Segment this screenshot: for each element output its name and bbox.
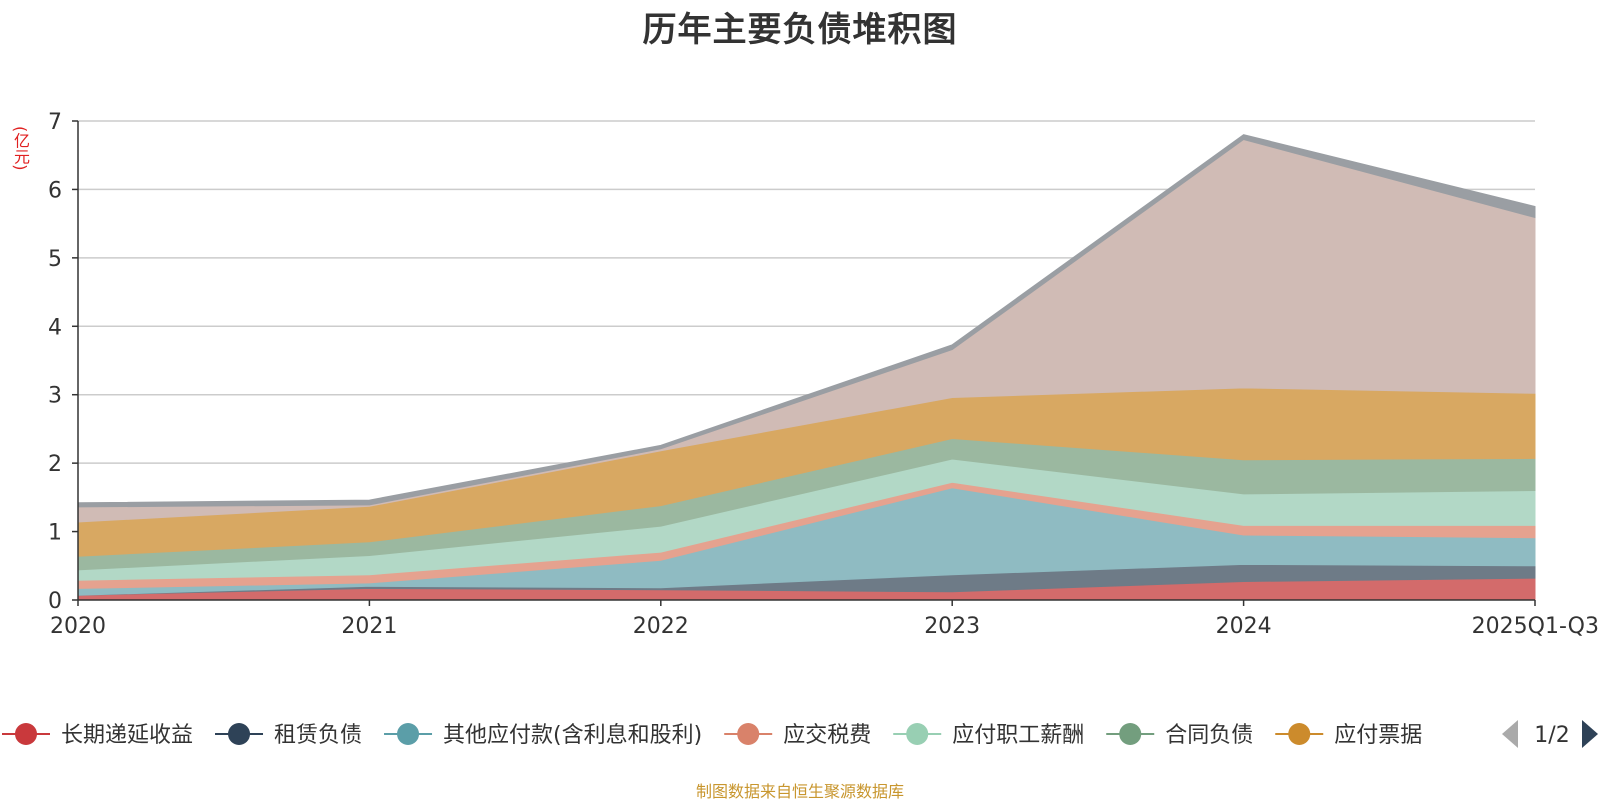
y-tick-label: 2	[48, 452, 62, 477]
legend-circle-marker	[15, 723, 37, 745]
x-tick-label: 2021	[341, 614, 397, 639]
y-tick-label: 7	[48, 110, 62, 135]
x-tick-label: 2022	[633, 614, 689, 639]
legend-items: 长期递延收益 租赁负债 其他应付款(含利息和股利) 应交税费 应付职工薪酬 合同负债 应付票…	[2, 723, 1422, 748]
data-source-note: 制图数据来自恒生聚源数据库	[695, 782, 904, 800]
y-tick-label: 5	[48, 247, 62, 272]
legend-item[interactable]: 其他应付款(含利息和股利)	[384, 723, 702, 748]
x-tick-label: 2023	[924, 614, 980, 639]
legend-item[interactable]: 应付职工薪酬	[893, 723, 1084, 748]
legend-item[interactable]: 应付票据	[1275, 723, 1422, 748]
legend-item[interactable]: 长期递延收益	[2, 723, 193, 748]
y-tick-label: 3	[48, 384, 62, 409]
legend-label: 合同负债	[1165, 723, 1253, 748]
legend-pager: 1/2	[1502, 720, 1598, 748]
pager-next-icon[interactable]	[1582, 720, 1598, 748]
y-axis-unit-label: (亿元)	[11, 125, 30, 171]
y-tick-label: 0	[48, 589, 62, 614]
x-tick-label: 2020	[50, 614, 106, 639]
legend-item[interactable]: 应交税费	[724, 723, 871, 748]
pager-prev-icon[interactable]	[1502, 720, 1518, 748]
legend-label: 应付职工薪酬	[952, 723, 1084, 748]
pager-label: 1/2	[1534, 723, 1569, 748]
legend-circle-marker	[228, 723, 251, 745]
x-tick-label: 2025Q1-Q3	[1472, 614, 1599, 639]
legend-label: 应付票据	[1334, 723, 1422, 748]
y-tick-label: 6	[48, 178, 62, 203]
y-tick-label: 1	[48, 521, 62, 546]
legend-circle-marker	[397, 723, 420, 745]
area-series	[77, 134, 1536, 601]
legend-circle-marker	[1119, 723, 1142, 745]
legend-label: 应交税费	[783, 723, 871, 748]
legend-item[interactable]: 租赁负债	[215, 723, 362, 748]
legend-circle-marker	[737, 723, 760, 745]
chart-title: 历年主要负债堆积图	[642, 10, 958, 50]
x-tick-label: 2024	[1216, 614, 1272, 639]
legend-label: 租赁负债	[274, 723, 362, 748]
legend: 长期递延收益 租赁负债 其他应付款(含利息和股利) 应交税费 应付职工薪酬 合同负债 应付票…	[2, 720, 1598, 748]
legend-item[interactable]: 合同负债	[1106, 723, 1253, 748]
stacked-area-chart: 0 1 2 3 4 5 6 7 2020 2021 2022 2023 2024 2025Q1-Q3 长期…	[2, 110, 1599, 748]
y-tick-label: 4	[48, 315, 62, 340]
axes: 0 1 2 3 4 5 6 7 2020 2021 2022 2023 2024 2025Q1-Q3	[48, 110, 1599, 639]
legend-label: 其他应付款(含利息和股利)	[443, 723, 702, 748]
area-series-8	[77, 134, 1536, 508]
legend-circle-marker	[1288, 723, 1311, 745]
legend-circle-marker	[906, 723, 929, 745]
legend-label: 长期递延收益	[61, 723, 193, 748]
